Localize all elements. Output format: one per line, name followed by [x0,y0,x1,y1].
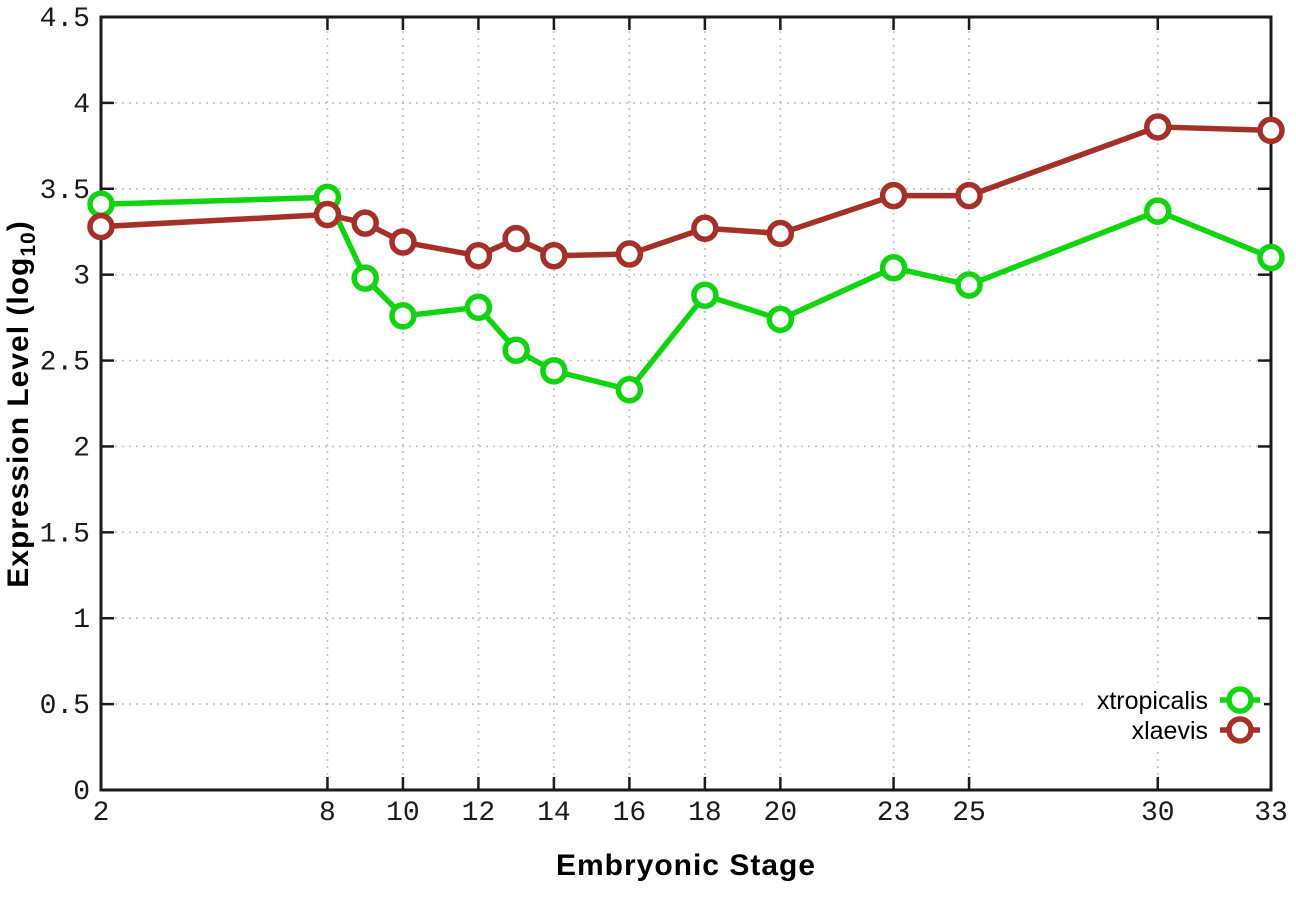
x-tick-label-8: 8 [319,798,336,829]
data-point-xtropicalis-stage-20 [766,305,795,334]
x-tick-label-30: 30 [1141,798,1175,829]
legend-label-xlaevis: xlaevis [1132,717,1208,745]
data-point-xlaevis-stage-14 [540,242,568,270]
data-point-xlaevis-stage-10 [389,228,417,256]
data-point-xlaevis-stage-18 [691,214,719,243]
x-tick-label-23: 23 [877,798,911,829]
data-point-xlaevis-stage-30 [1144,113,1172,141]
x-tick-label-33: 33 [1254,798,1288,829]
series-layer [87,113,1285,404]
data-point-xtropicalis-stage-25 [955,271,983,299]
y-tick-label-4.5: 4.5 [40,4,90,35]
y-tick-label-3.5: 3.5 [40,176,90,207]
x-tick-label-18: 18 [688,798,722,829]
x-tick-label-20: 20 [764,798,798,829]
y-tick-label-1: 1 [73,605,90,636]
y-tick-label-2: 2 [73,433,90,464]
data-point-xtropicalis-stage-12 [464,293,493,322]
x-tick-label-12: 12 [462,798,496,829]
grid-layer [100,16,1272,791]
data-point-xlaevis-stage-33 [1257,116,1285,145]
data-point-xtropicalis-stage-14 [540,357,568,385]
data-point-xtropicalis-stage-33 [1257,243,1285,272]
legend-sample-marker-xtropicalis [1226,686,1254,714]
data-point-xtropicalis-stage-18 [691,281,719,310]
legend-sample-marker-xlaevis [1226,716,1254,744]
y-tick-label-0: 0 [73,777,90,808]
x-tick-label-16: 16 [613,798,647,829]
data-point-xtropicalis-stage-13 [502,336,530,364]
axis-layer: 2 8 10 12 14 16 18 20 23 25 30 33 0 0.5 1 1.5 2 2.5 3 3.5 4 4… [40,4,1288,829]
y-tick-label-1.5: 1.5 [40,519,90,550]
data-point-xlaevis-stage-12 [464,242,493,270]
data-point-xlaevis-stage-9 [351,209,379,237]
data-point-xlaevis-stage-8 [313,200,342,229]
data-point-xtropicalis-stage-16 [615,376,644,404]
data-point-xlaevis-stage-16 [615,240,644,268]
y-tick-label-2.5: 2.5 [40,348,90,379]
y-tick-label-0.5: 0.5 [40,691,90,722]
data-point-xtropicalis-stage-23 [879,254,908,282]
x-tick-label-14: 14 [537,798,571,829]
data-point-xtropicalis-stage-2 [87,190,115,218]
data-point-xtropicalis-stage-9 [351,264,379,292]
x-axis-title: Embryonic Stage [556,849,816,882]
y-tick-label-3: 3 [73,262,90,293]
data-point-xtropicalis-stage-10 [389,302,417,330]
data-point-xlaevis-stage-25 [955,181,983,210]
x-tick-label-10: 10 [386,798,420,829]
y-tick-label-4: 4 [73,90,90,121]
y-axis-title: Expression Level (log10) [2,220,40,587]
data-point-xlaevis-stage-2 [87,212,115,241]
x-tick-label-25: 25 [952,798,986,829]
data-point-xlaevis-stage-20 [766,219,795,248]
data-point-xlaevis-stage-13 [502,224,530,253]
plot-border [99,15,1273,792]
data-point-xtropicalis-stage-30 [1144,197,1172,225]
data-point-xlaevis-stage-23 [879,181,908,210]
legend-label-xtropicalis: xtropicalis [1097,687,1208,715]
x-tick-label-2: 2 [93,798,110,829]
